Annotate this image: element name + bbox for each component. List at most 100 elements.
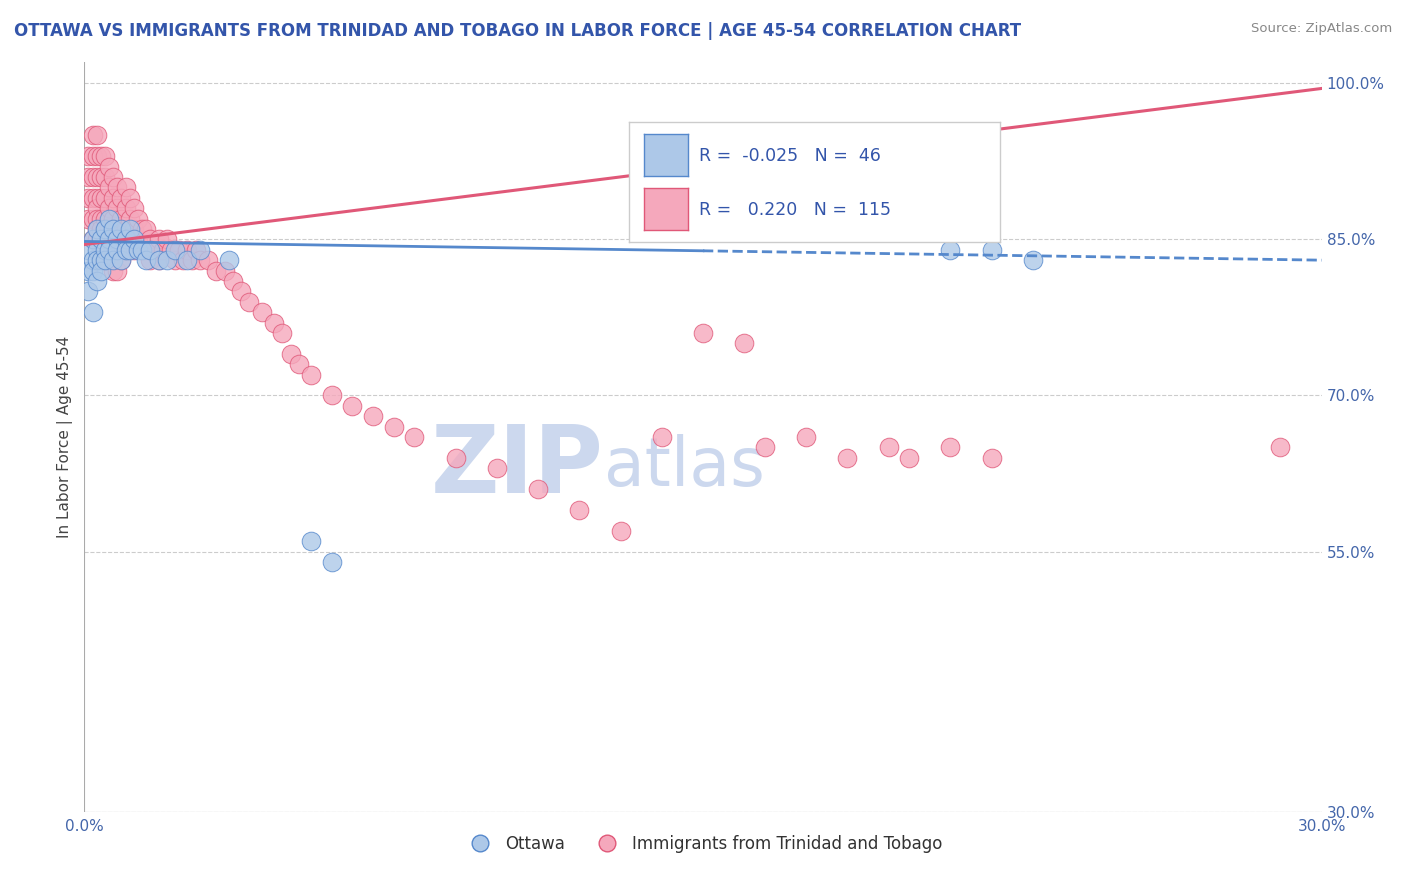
Point: [165, 243, 187, 257]
Point: [94, 243, 117, 257]
Point: [527, 482, 550, 496]
Point: [105, 222, 128, 236]
Point: [86, 222, 108, 236]
Point: [127, 211, 149, 226]
Point: [382, 419, 405, 434]
Point: [86, 128, 108, 143]
Point: [143, 243, 166, 257]
Point: [165, 253, 187, 268]
Point: [98, 180, 121, 194]
Point: [105, 243, 128, 257]
Point: [105, 201, 128, 215]
Point: [114, 222, 136, 236]
Point: [86, 232, 108, 246]
Point: [94, 253, 117, 268]
Point: [794, 430, 817, 444]
Point: [692, 326, 714, 340]
Point: [485, 461, 508, 475]
Point: [1022, 253, 1045, 268]
Point: [127, 232, 149, 246]
Point: [110, 253, 132, 268]
Point: [122, 243, 145, 257]
Point: [342, 399, 364, 413]
Point: [98, 160, 121, 174]
Point: [188, 243, 211, 257]
Point: [160, 243, 183, 257]
Point: [77, 149, 100, 163]
Point: [114, 201, 136, 215]
Point: [939, 243, 962, 257]
Point: [82, 232, 104, 246]
Point: [609, 524, 631, 538]
Point: [135, 222, 157, 236]
Point: [1270, 441, 1292, 455]
Point: [90, 253, 112, 268]
Point: [86, 149, 108, 163]
Point: [114, 243, 136, 257]
Point: [103, 232, 125, 246]
Point: [90, 169, 112, 184]
Point: [176, 243, 198, 257]
Point: [122, 232, 145, 246]
Point: [156, 232, 179, 246]
Text: OTTAWA VS IMMIGRANTS FROM TRINIDAD AND TOBAGO IN LABOR FORCE | AGE 45-54 CORRELA: OTTAWA VS IMMIGRANTS FROM TRINIDAD AND T…: [14, 22, 1021, 40]
Point: [77, 191, 100, 205]
Point: [90, 191, 112, 205]
Point: [82, 211, 104, 226]
Point: [105, 243, 128, 257]
Point: [218, 253, 240, 268]
Point: [94, 253, 117, 268]
Point: [90, 263, 112, 277]
Text: Source: ZipAtlas.com: Source: ZipAtlas.com: [1251, 22, 1392, 36]
Point: [114, 243, 136, 257]
Point: [980, 450, 1002, 465]
Point: [90, 149, 112, 163]
Point: [82, 305, 104, 319]
Point: [77, 243, 100, 257]
Point: [110, 211, 132, 226]
Point: [114, 180, 136, 194]
Point: [86, 253, 108, 268]
Point: [98, 232, 121, 246]
Point: [754, 441, 776, 455]
Point: [222, 274, 245, 288]
Point: [271, 326, 294, 340]
Point: [90, 232, 112, 246]
Point: [176, 253, 198, 268]
Point: [205, 263, 228, 277]
Point: [105, 263, 128, 277]
Point: [299, 534, 322, 549]
Point: [139, 232, 162, 246]
Point: [94, 243, 117, 257]
Point: [98, 243, 121, 257]
Point: [568, 503, 591, 517]
Point: [94, 222, 117, 236]
Point: [103, 211, 125, 226]
Point: [86, 222, 108, 236]
Y-axis label: In Labor Force | Age 45-54: In Labor Force | Age 45-54: [58, 336, 73, 538]
Point: [118, 222, 141, 236]
Point: [280, 347, 302, 361]
Point: [82, 253, 104, 268]
Point: [131, 243, 153, 257]
Point: [118, 211, 141, 226]
Point: [172, 253, 194, 268]
Point: [98, 222, 121, 236]
Point: [152, 243, 174, 257]
Point: [110, 232, 132, 246]
Text: ZIP: ZIP: [432, 421, 605, 513]
Point: [86, 191, 108, 205]
Point: [103, 253, 125, 268]
Point: [188, 253, 211, 268]
Point: [122, 201, 145, 215]
Point: [148, 253, 170, 268]
Point: [86, 169, 108, 184]
Point: [404, 430, 426, 444]
Point: [122, 222, 145, 236]
Point: [82, 169, 104, 184]
Point: [94, 169, 117, 184]
Point: [82, 263, 104, 277]
Point: [184, 243, 207, 257]
Point: [98, 201, 121, 215]
Point: [82, 128, 104, 143]
